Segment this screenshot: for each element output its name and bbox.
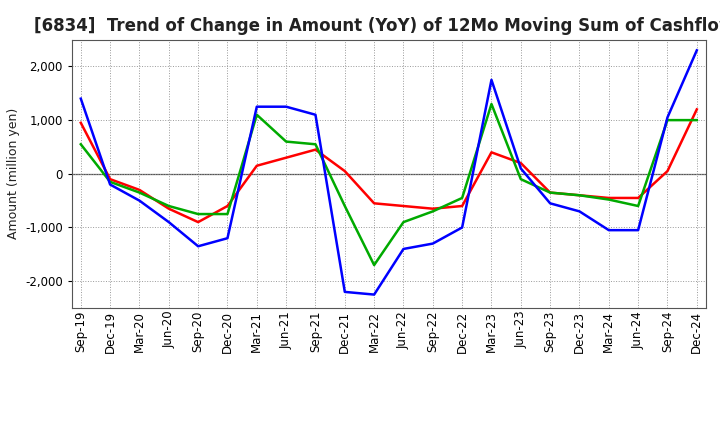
Free Cashflow — [693, 48, 701, 53]
Y-axis label: Amount (million yen): Amount (million yen) — [6, 108, 19, 239]
Free Cashflow — [516, 166, 525, 171]
Investing Cashflow — [341, 203, 349, 209]
Free Cashflow — [223, 235, 232, 241]
Free Cashflow — [370, 292, 379, 297]
Operating Cashflow — [516, 161, 525, 166]
Operating Cashflow — [223, 203, 232, 209]
Operating Cashflow — [341, 169, 349, 174]
Line: Free Cashflow: Free Cashflow — [81, 50, 697, 295]
Free Cashflow — [399, 246, 408, 252]
Operating Cashflow — [311, 147, 320, 152]
Investing Cashflow — [663, 117, 672, 123]
Free Cashflow — [575, 209, 584, 214]
Investing Cashflow — [370, 262, 379, 268]
Investing Cashflow — [223, 211, 232, 216]
Line: Operating Cashflow: Operating Cashflow — [81, 110, 697, 222]
Investing Cashflow — [428, 209, 437, 214]
Operating Cashflow — [487, 150, 496, 155]
Investing Cashflow — [487, 101, 496, 106]
Free Cashflow — [605, 227, 613, 233]
Investing Cashflow — [575, 193, 584, 198]
Investing Cashflow — [282, 139, 290, 144]
Operating Cashflow — [458, 203, 467, 209]
Free Cashflow — [487, 77, 496, 82]
Free Cashflow — [164, 220, 173, 225]
Investing Cashflow — [164, 203, 173, 209]
Operating Cashflow — [634, 195, 642, 201]
Operating Cashflow — [282, 155, 290, 160]
Line: Investing Cashflow: Investing Cashflow — [81, 104, 697, 265]
Investing Cashflow — [311, 142, 320, 147]
Free Cashflow — [282, 104, 290, 109]
Free Cashflow — [341, 289, 349, 294]
Investing Cashflow — [399, 220, 408, 225]
Free Cashflow — [428, 241, 437, 246]
Operating Cashflow — [135, 187, 144, 193]
Operating Cashflow — [546, 190, 554, 195]
Investing Cashflow — [458, 195, 467, 201]
Free Cashflow — [546, 201, 554, 206]
Operating Cashflow — [106, 176, 114, 182]
Free Cashflow — [634, 227, 642, 233]
Operating Cashflow — [428, 206, 437, 211]
Operating Cashflow — [76, 120, 85, 125]
Free Cashflow — [253, 104, 261, 109]
Investing Cashflow — [516, 176, 525, 182]
Operating Cashflow — [575, 193, 584, 198]
Free Cashflow — [106, 182, 114, 187]
Title: [6834]  Trend of Change in Amount (YoY) of 12Mo Moving Sum of Cashflows: [6834] Trend of Change in Amount (YoY) o… — [34, 17, 720, 35]
Free Cashflow — [311, 112, 320, 117]
Investing Cashflow — [634, 203, 642, 209]
Investing Cashflow — [106, 179, 114, 184]
Investing Cashflow — [194, 211, 202, 216]
Operating Cashflow — [370, 201, 379, 206]
Free Cashflow — [458, 225, 467, 230]
Free Cashflow — [194, 244, 202, 249]
Investing Cashflow — [76, 142, 85, 147]
Investing Cashflow — [693, 117, 701, 123]
Operating Cashflow — [399, 203, 408, 209]
Investing Cashflow — [253, 112, 261, 117]
Investing Cashflow — [135, 190, 144, 195]
Operating Cashflow — [663, 169, 672, 174]
Investing Cashflow — [605, 197, 613, 202]
Free Cashflow — [663, 115, 672, 120]
Operating Cashflow — [693, 107, 701, 112]
Operating Cashflow — [194, 220, 202, 225]
Free Cashflow — [76, 96, 85, 101]
Operating Cashflow — [164, 206, 173, 211]
Operating Cashflow — [253, 163, 261, 169]
Operating Cashflow — [605, 195, 613, 201]
Free Cashflow — [135, 198, 144, 203]
Investing Cashflow — [546, 190, 554, 195]
